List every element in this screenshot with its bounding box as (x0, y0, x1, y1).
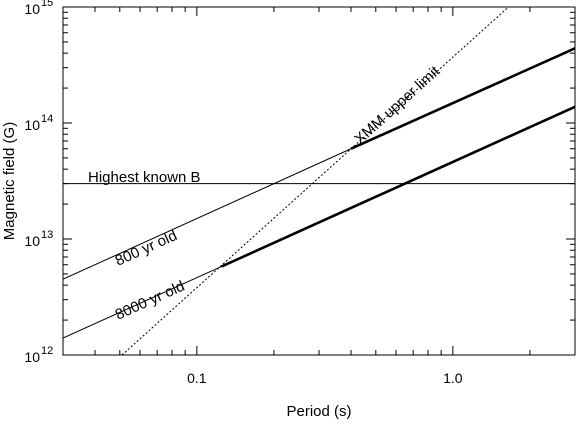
series-800-yr-old-thin (63, 148, 352, 280)
x-axis-label: Period (s) (286, 403, 351, 420)
series-xmm-upper-limit (121, 7, 509, 355)
annotation-8000-yr-old: 8000 yr old (113, 278, 188, 324)
y-tick-label: 10 (24, 233, 40, 249)
annotation-highest-known-b: Highest known B (88, 169, 201, 186)
x-tick-label: 0.1 (187, 370, 207, 386)
y-axis-label: Magnetic field (G) (1, 122, 18, 240)
series-8000-yr-old-thick (221, 105, 575, 268)
series-800-yr-old-thick (350, 47, 575, 150)
y-tick-label-exponent: 15 (41, 0, 53, 9)
y-tick-label-exponent: 14 (41, 113, 53, 125)
annotation-xmm-upper-limit: XMM upper limit (351, 62, 444, 148)
series-layer (63, 7, 575, 355)
y-tick-label-exponent: 13 (41, 229, 53, 241)
ticks-layer (62, 6, 576, 356)
annotation-800-yr-old: 800 yr old (113, 227, 180, 270)
y-tick-label: 10 (24, 117, 40, 133)
series-8000-yr-old-thin (63, 265, 222, 339)
y-tick-label-exponent: 12 (41, 345, 53, 357)
x-tick-label: 1.0 (443, 370, 463, 386)
y-tick-label: 10 (24, 349, 40, 365)
y-tick-label: 10 (24, 1, 40, 17)
